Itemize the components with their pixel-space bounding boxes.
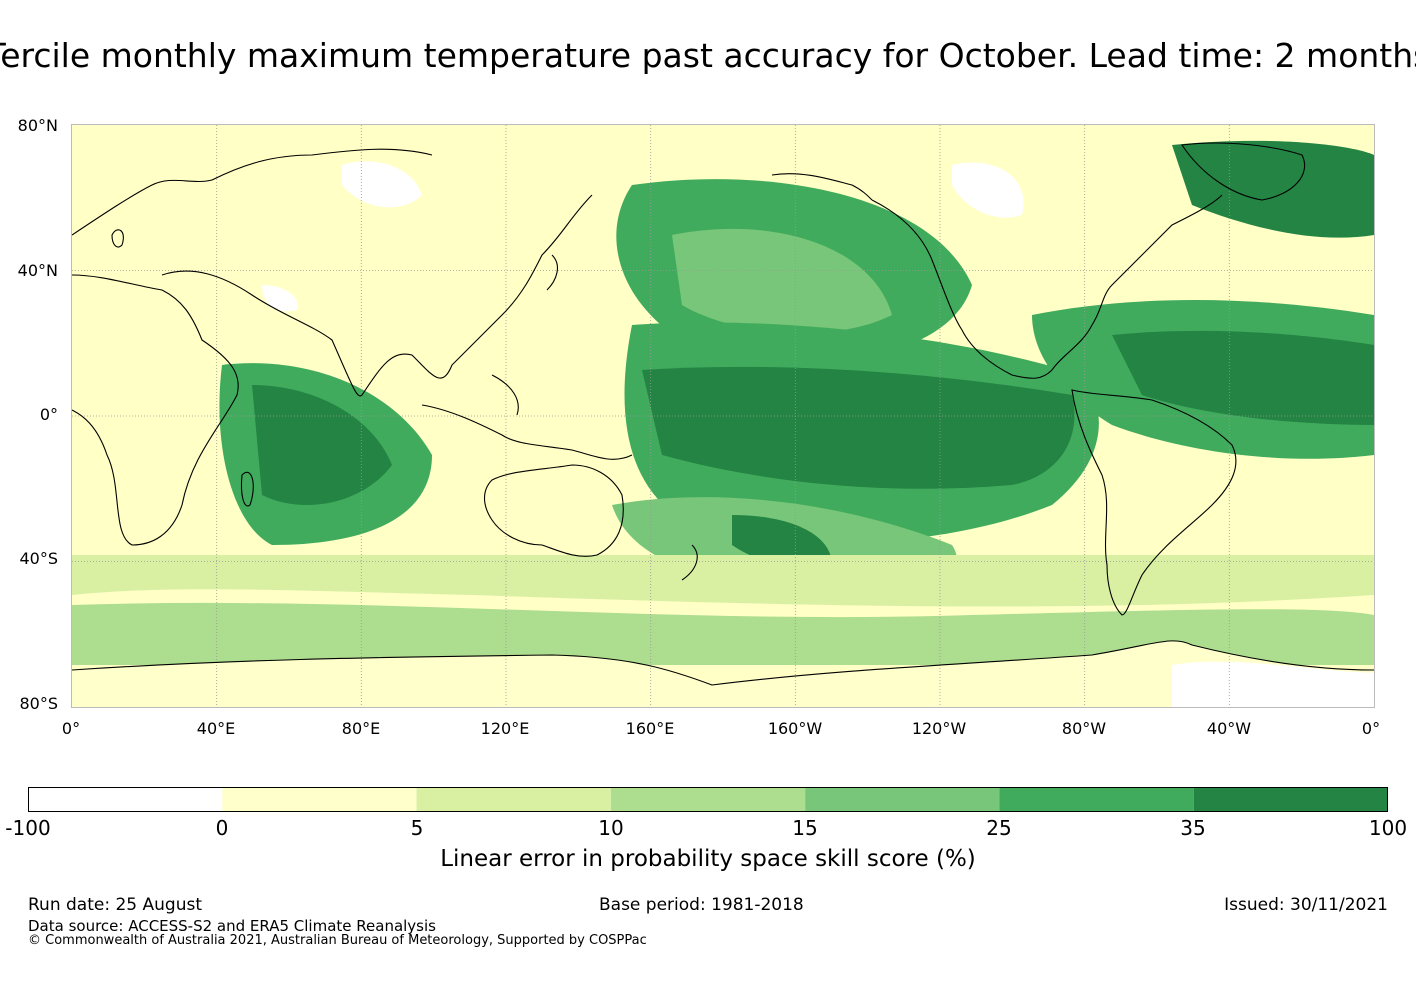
lat-label-80s: 80°S (19, 694, 58, 713)
colorbar-tick: 5 (410, 816, 424, 840)
colorbar-tick: 35 (1180, 816, 1206, 840)
lat-label-80n: 80°N (17, 116, 58, 135)
lat-label-40s: 40°S (19, 549, 58, 568)
lon-label-80e: 80°E (341, 719, 381, 738)
coastlines (72, 142, 1374, 686)
lon-label-40e: 40°E (196, 719, 236, 738)
colorbar (28, 787, 1388, 812)
lon-label-120w: 120°W (911, 719, 967, 738)
colorbar-segment (222, 787, 417, 812)
map-gridlines (72, 125, 1374, 707)
lon-label-160e: 160°E (625, 719, 675, 738)
colorbar-segment (610, 787, 806, 812)
lon-label-80w: 80°W (1061, 719, 1107, 738)
colorbar-segment (805, 787, 1000, 812)
lat-label-equator: 0° (39, 405, 58, 424)
map-title: Tercile monthly maximum temperature past… (0, 36, 1416, 75)
skill-score-map (71, 124, 1375, 708)
lon-label-120e: 120°E (480, 719, 530, 738)
lon-label-160w: 160°W (767, 719, 823, 738)
colorbar-segment (28, 787, 223, 812)
colorbar-segment (1193, 787, 1388, 812)
lon-label-0-left: 0° (61, 719, 81, 738)
colorbar-frame (28, 787, 1388, 812)
skill-field (72, 140, 1374, 707)
base-period: Base period: 1981-2018 (599, 895, 804, 915)
lon-label-0-right: 0° (1361, 719, 1381, 738)
map-svg (72, 125, 1374, 707)
colorbar-label: Linear error in probability space skill … (440, 846, 976, 872)
lat-label-40n: 40°N (17, 261, 58, 280)
colorbar-tick: 25 (986, 816, 1012, 840)
colorbar-tick: 10 (598, 816, 624, 840)
colorbar-tick: 15 (792, 816, 818, 840)
colorbar-tick: 100 (1368, 816, 1408, 840)
colorbar-segment (999, 787, 1194, 812)
data-source: Data source: ACCESS-S2 and ERA5 Climate … (28, 917, 436, 935)
issued-date: Issued: 30/11/2021 (1224, 895, 1388, 915)
colorbar-segment (416, 787, 611, 812)
colorbar-tick: 0 (215, 816, 229, 840)
run-date: Run date: 25 August (28, 895, 202, 915)
lon-label-40w: 40°W (1206, 719, 1252, 738)
colorbar-tick: -100 (5, 816, 51, 840)
copyright: © Commonwealth of Australia 2021, Austra… (28, 933, 647, 948)
